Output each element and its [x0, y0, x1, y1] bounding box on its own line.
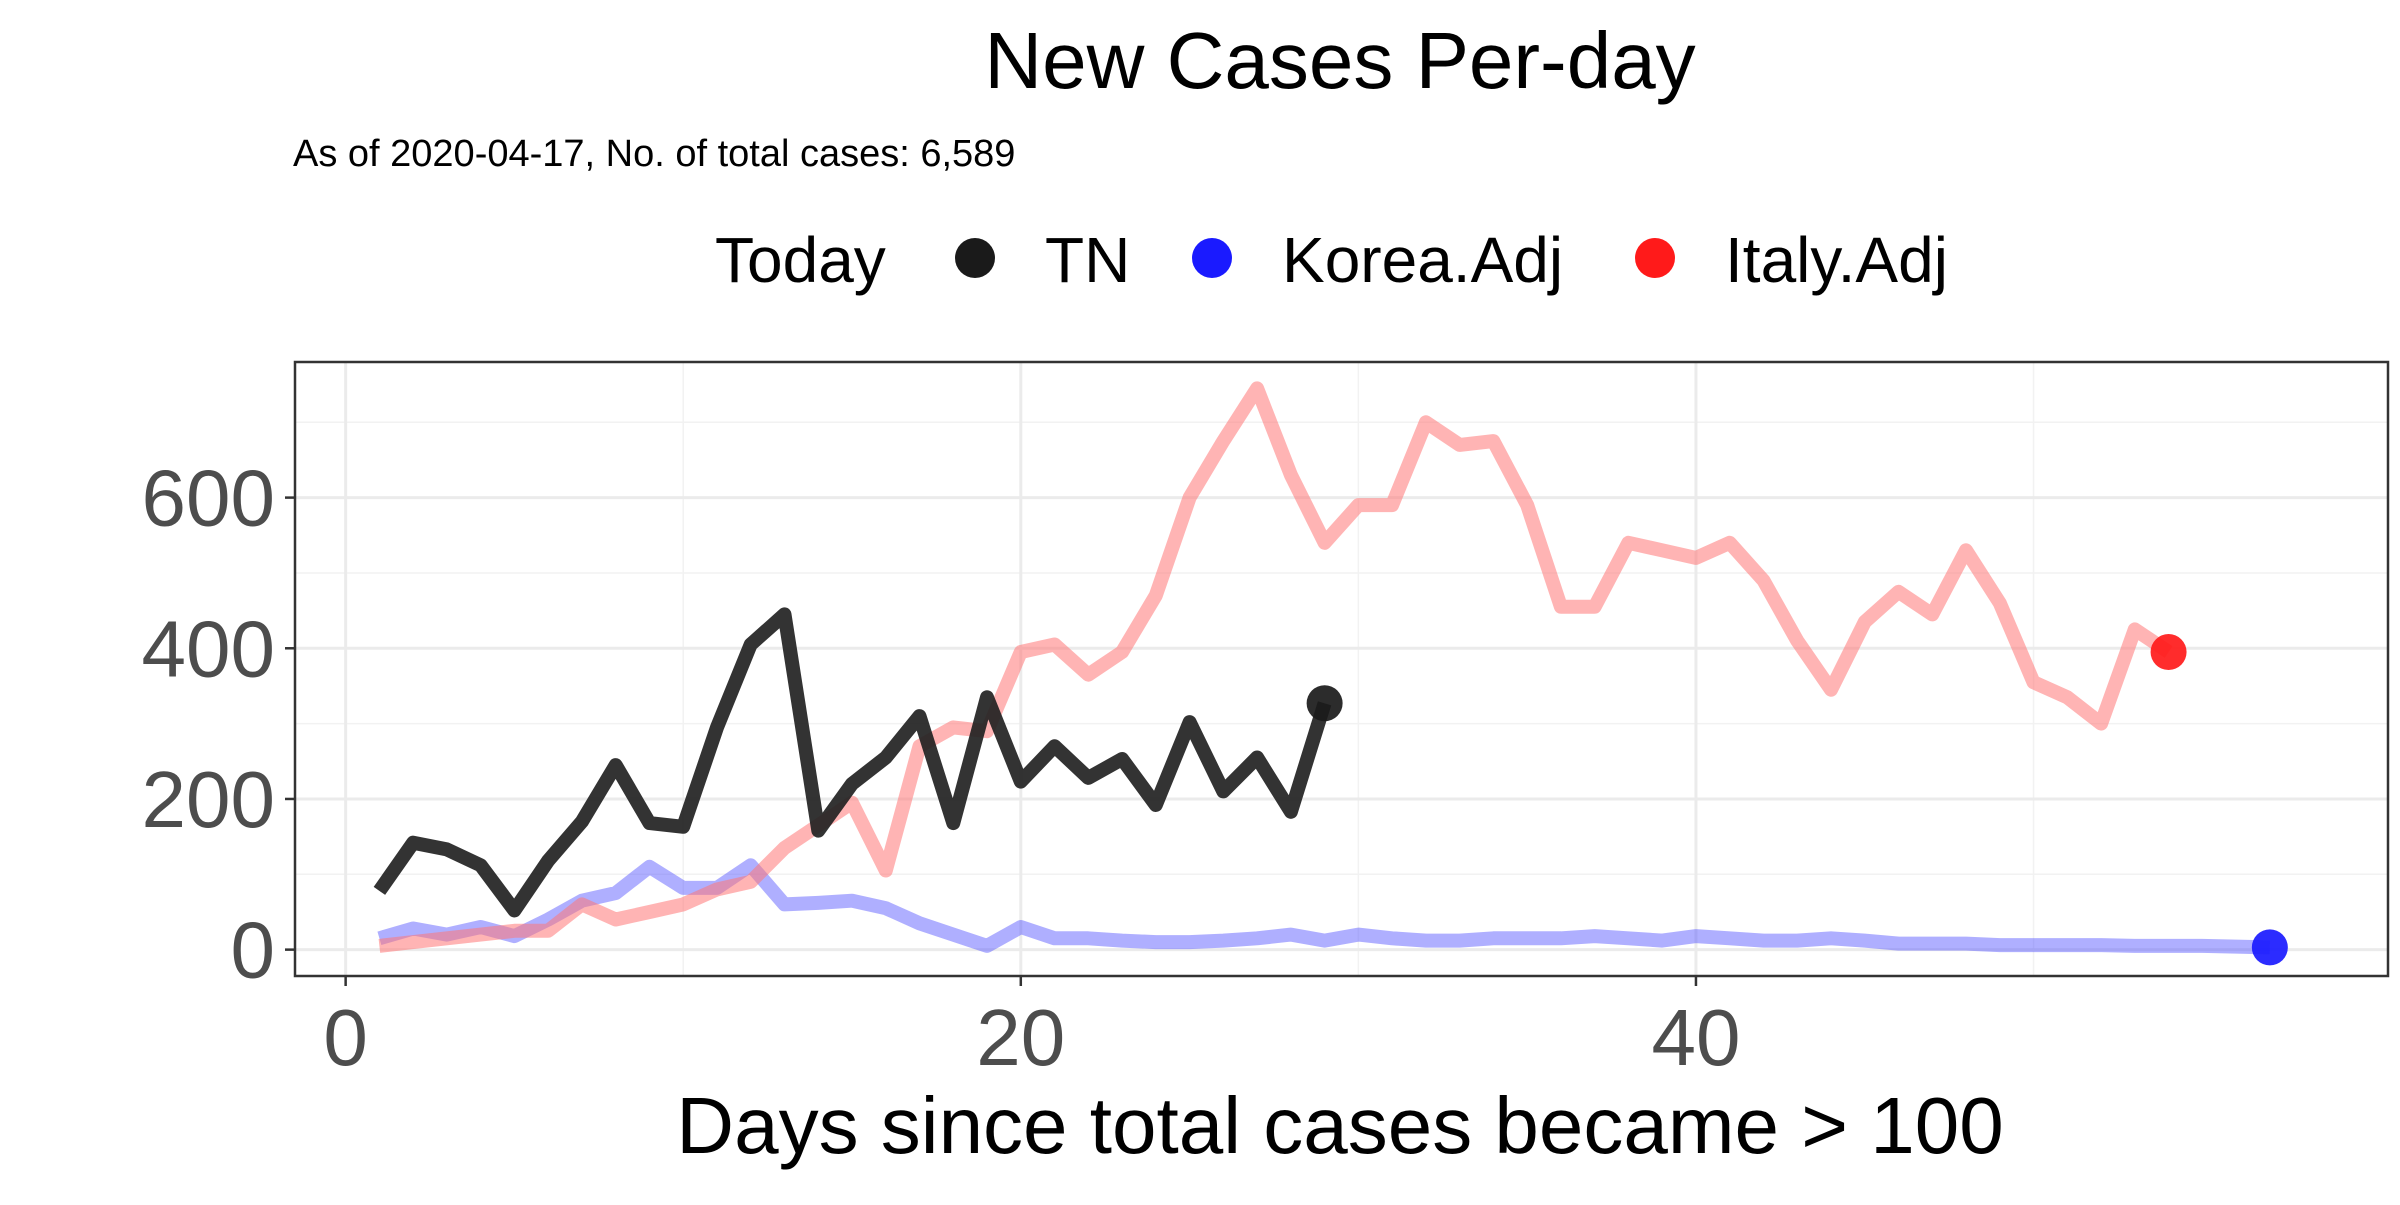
y-tick-label: 0	[231, 906, 276, 995]
plot-area	[293, 360, 2390, 978]
x-tick-label: 40	[1651, 993, 1740, 1082]
series-line-korea-adj	[377, 858, 2270, 955]
endpoint-marker-korea-adj	[2251, 929, 2288, 966]
plot-background	[295, 362, 2388, 976]
y-tick-label: 200	[142, 755, 275, 844]
y-tick-label: 400	[142, 604, 275, 693]
series-line-tn	[373, 607, 1332, 918]
legend-label-italy: Italy.Adj	[1725, 224, 1948, 296]
legend-key-tn	[955, 238, 995, 278]
x-tick-label: 20	[976, 993, 1065, 1082]
x-tick-label: 0	[323, 993, 368, 1082]
legend-key-italy	[1635, 238, 1675, 278]
endpoint-marker-italy-adj	[2150, 634, 2187, 671]
x-axis: 0 20 40	[323, 976, 1740, 1082]
chart-title: New Cases Per-day	[984, 16, 1695, 105]
endpoint-marker-tn	[1306, 685, 1343, 722]
legend-title: Today	[715, 224, 886, 296]
y-axis: 0 200 400 600	[142, 454, 295, 995]
x-axis-title: Days since total cases became > 100	[676, 1081, 2003, 1170]
series-line-italy-adj	[378, 381, 2173, 953]
y-tick-label: 600	[142, 454, 275, 543]
legend: Today TN Korea.Adj Italy.Adj	[715, 224, 1948, 296]
legend-key-korea	[1192, 238, 1232, 278]
chart-subtitle: As of 2020-04-17, No. of total cases: 6,…	[293, 133, 1015, 175]
plot-border	[293, 360, 2390, 978]
legend-label-tn: TN	[1045, 224, 1130, 296]
legend-label-korea: Korea.Adj	[1282, 224, 1563, 296]
